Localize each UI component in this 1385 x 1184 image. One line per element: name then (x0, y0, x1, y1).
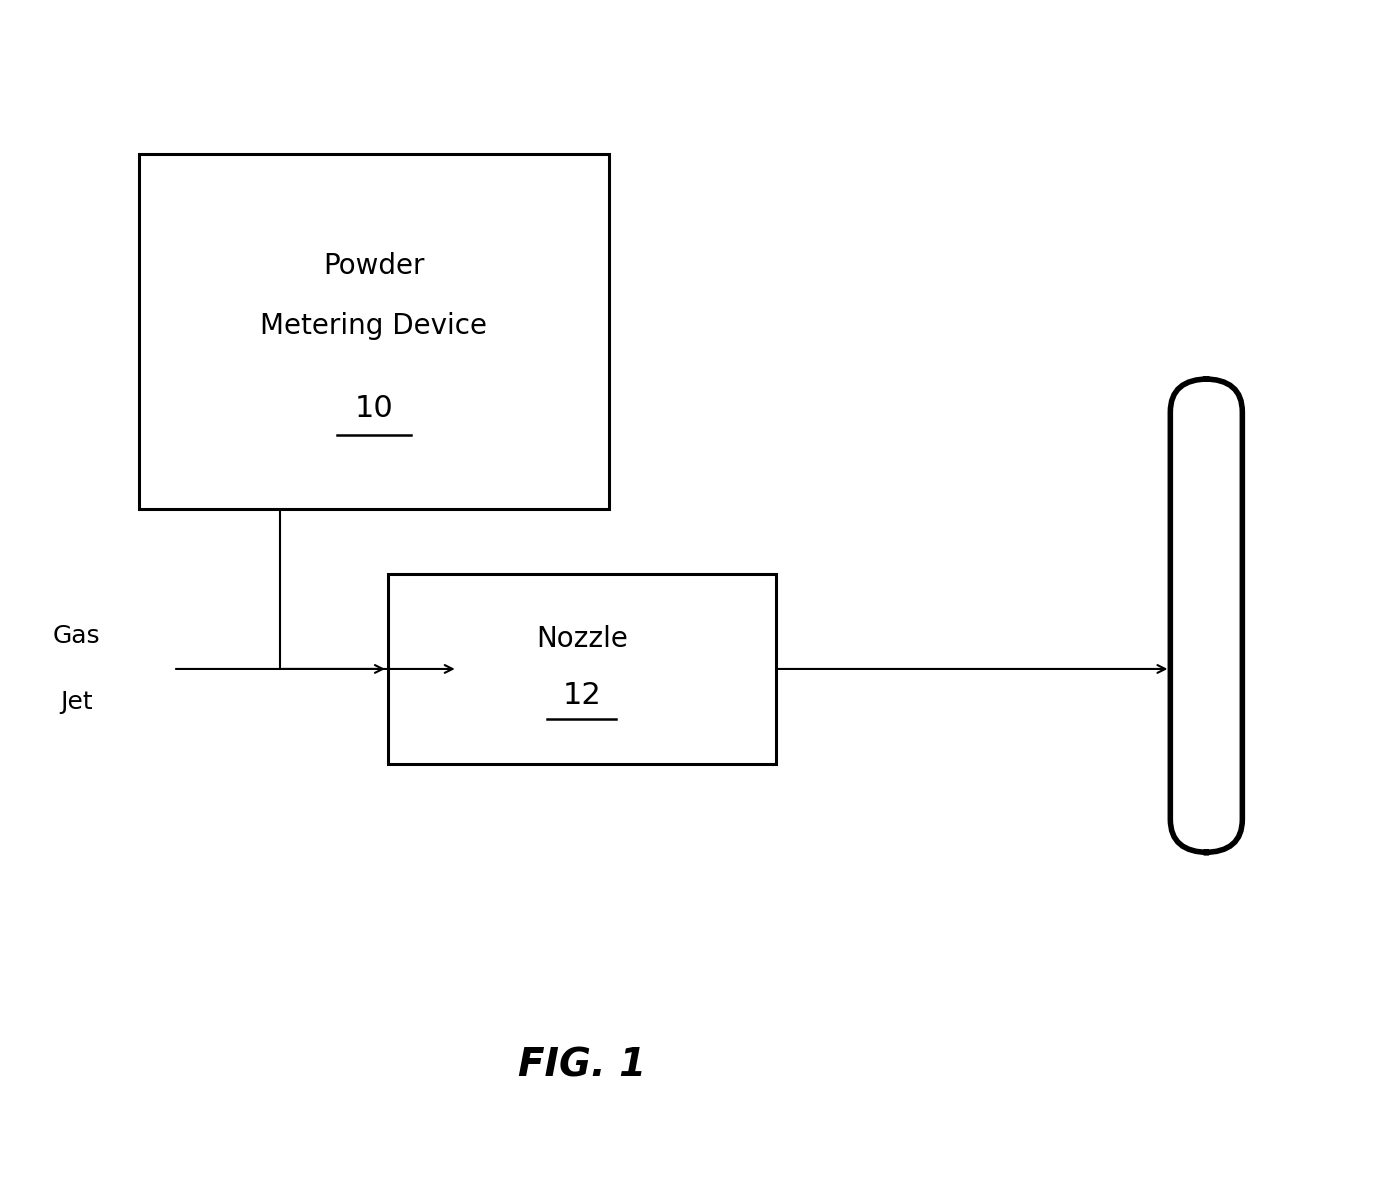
Text: Gas: Gas (53, 624, 100, 648)
Text: Jet: Jet (60, 690, 93, 714)
Text: Nozzle: Nozzle (536, 625, 627, 654)
Text: Metering Device: Metering Device (260, 311, 488, 340)
Text: 12: 12 (562, 681, 601, 709)
FancyBboxPatch shape (388, 574, 776, 764)
FancyBboxPatch shape (1170, 379, 1242, 852)
Text: Powder: Powder (323, 252, 425, 281)
Text: 10: 10 (355, 394, 393, 423)
Text: FIG. 1: FIG. 1 (518, 1047, 645, 1085)
FancyBboxPatch shape (138, 154, 609, 509)
